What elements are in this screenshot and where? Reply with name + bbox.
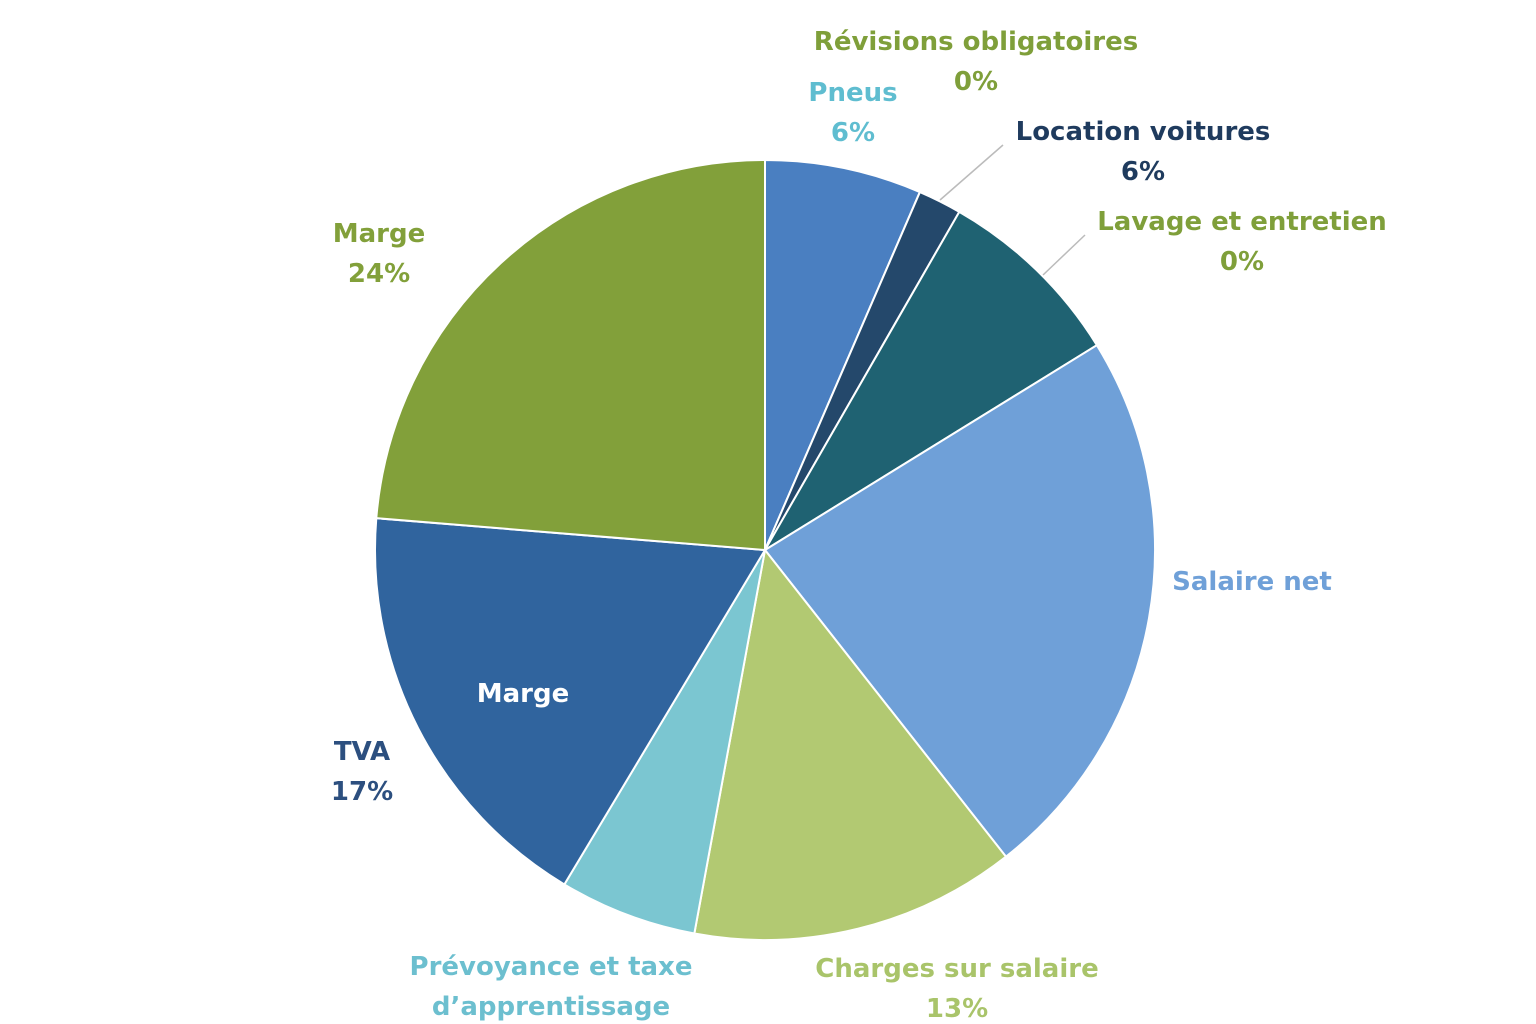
slice-value-label: 17%	[330, 777, 394, 807]
slice-label: Marge	[332, 219, 426, 249]
pie-slice	[763, 343, 1156, 859]
pie-slice	[693, 547, 1008, 941]
slice-value-label: 6%	[1120, 157, 1166, 187]
slice-label: Salaire net	[1172, 567, 1332, 597]
pie-slice	[374, 517, 767, 886]
pie-slice	[764, 158, 922, 551]
pie-slice	[764, 210, 1099, 551]
slice-label: TVA	[333, 737, 391, 767]
slice-label: Lavage et entretien	[1097, 207, 1387, 237]
leader-line	[939, 144, 1004, 201]
slice-label: Charges sur salaire	[815, 954, 1099, 984]
inner-label: Marge	[476, 679, 570, 709]
slice-value-label: 0%	[953, 67, 999, 97]
slice-label: Révisions obligatoires	[813, 27, 1139, 57]
pie-slice	[562, 549, 766, 935]
slice-value-label: 24%	[347, 259, 411, 289]
slice-label: Pneus	[808, 78, 898, 108]
slice-label: Prévoyance et taxe d’apprentissage	[409, 952, 693, 1022]
slice-value-label: 13%	[925, 994, 989, 1024]
slice-label: Location voitures	[1015, 117, 1271, 147]
slice-value-label: 0%	[1219, 247, 1265, 277]
pie-slice	[375, 158, 766, 552]
leader-line	[1042, 234, 1086, 276]
slice-value-label: 6%	[830, 118, 876, 148]
